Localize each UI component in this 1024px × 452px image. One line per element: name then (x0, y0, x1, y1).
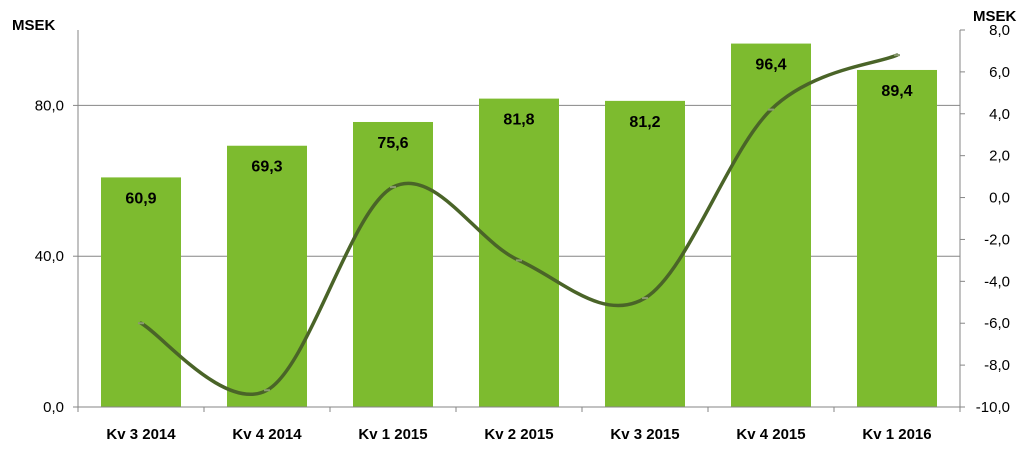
right-tick-label: -6,0 (984, 315, 1010, 332)
category-label: Kv 3 2014 (106, 426, 176, 443)
right-tick-label: 6,0 (989, 64, 1010, 81)
data-label: 81,8 (503, 112, 534, 129)
left-tick-label: 80,0 (35, 97, 64, 114)
data-label: 96,4 (755, 57, 786, 74)
bar (227, 145, 307, 407)
category-label: Kv 1 2015 (358, 426, 427, 443)
category-label: Kv 4 2014 (232, 426, 302, 443)
category-label: Kv 1 2016 (862, 426, 931, 443)
category-label: Kv 4 2015 (736, 426, 805, 443)
bar (101, 177, 181, 407)
right-tick-label: -4,0 (984, 273, 1010, 290)
bar (605, 100, 685, 407)
right-axis-title: MSEK (973, 8, 1017, 25)
category-label: Kv 2 2015 (484, 426, 553, 443)
right-tick-label: -2,0 (984, 231, 1010, 248)
category-label: Kv 3 2015 (610, 426, 679, 443)
bar (731, 43, 811, 408)
right-tick-label: 2,0 (989, 148, 1010, 165)
data-label: 69,3 (251, 159, 282, 176)
bar (479, 98, 559, 407)
data-label: 81,2 (629, 114, 660, 131)
right-tick-label: 0,0 (989, 190, 1010, 207)
left-tick-label: 40,0 (35, 248, 64, 265)
data-label: 89,4 (881, 83, 912, 100)
category-labels: Kv 3 2014 Kv 4 2014 Kv 1 2015 Kv 2 2015 Kv 3… (77, 407, 961, 443)
axes (77, 30, 961, 408)
bar (857, 69, 937, 407)
right-axis-ticks: -10,0 -8,0 -6,0 -4,0 -2,0 0,0 2,0 4,0 6,0 8,0 (960, 22, 1010, 416)
line-series (138, 53, 900, 397)
data-label: 60,9 (125, 190, 156, 207)
bar (353, 121, 433, 407)
right-tick-label: 4,0 (989, 106, 1010, 123)
right-tick-label: -10,0 (976, 399, 1010, 416)
data-labels: 60,9 69,3 75,6 81,8 81,2 96,4 89,4 (125, 57, 912, 208)
right-tick-label: -8,0 (984, 357, 1010, 374)
data-label: 75,6 (377, 135, 408, 152)
left-axis-ticks: 0,0 40,0 80,0 (35, 97, 78, 416)
right-tick-label: 8,0 (989, 22, 1010, 39)
left-tick-label: 0,0 (43, 399, 64, 416)
bar-series (101, 43, 937, 408)
left-axis-title: MSEK (12, 17, 56, 34)
